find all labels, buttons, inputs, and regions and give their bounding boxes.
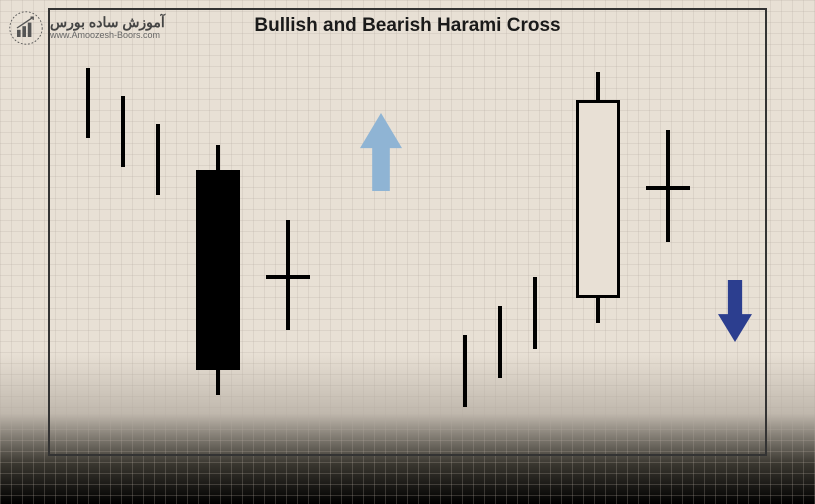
up-arrow — [360, 113, 402, 191]
trend-candle-2-wick — [121, 96, 125, 167]
trend-candle-6-wick — [533, 277, 537, 349]
trend-candle-4-wick — [463, 335, 467, 407]
bullish-doji-cross — [266, 275, 310, 279]
trend-candle-3-wick — [156, 124, 160, 195]
big-black-candle-body — [196, 170, 240, 370]
chart-title: Bullish and Bearish Harami Cross — [254, 15, 560, 37]
down-arrow — [718, 280, 752, 342]
logo: آموزش ساده بورس www.Amoozesh-Boors.com — [8, 10, 165, 46]
trend-candle-1-wick — [86, 68, 90, 138]
bearish-doji-cross — [646, 186, 690, 190]
trend-candle-5-wick — [498, 306, 502, 378]
chart-frame — [48, 8, 767, 456]
logo-sub-text: www.Amoozesh-Boors.com — [50, 31, 165, 41]
logo-main-text: آموزش ساده بورس — [50, 15, 165, 30]
logo-icon — [8, 10, 44, 46]
big-white-candle-body — [576, 100, 620, 298]
